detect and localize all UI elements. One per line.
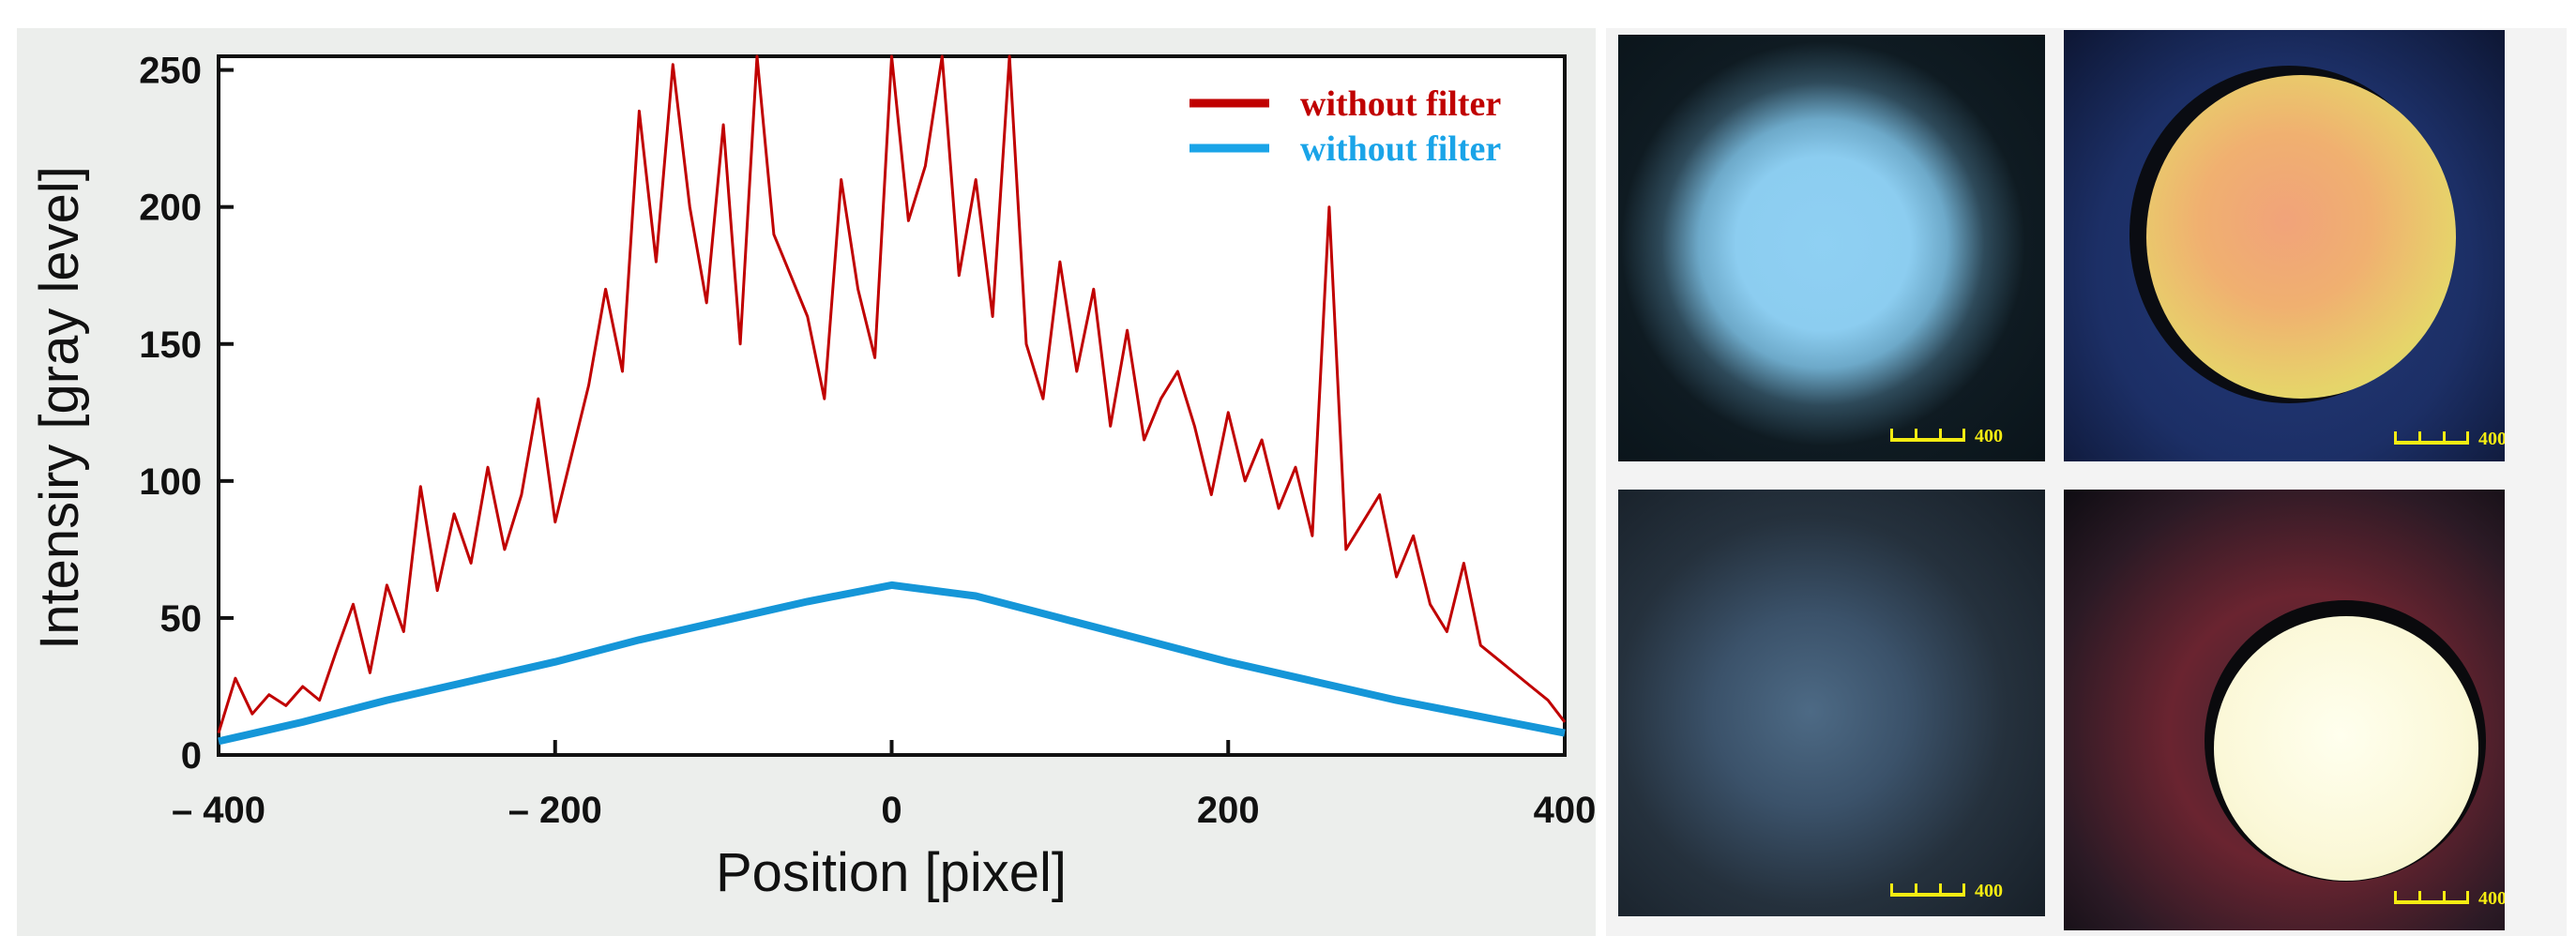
scale-label: 400 [1975, 881, 2003, 901]
x-tick-label: 400 [1534, 790, 1596, 831]
y-tick-label: 200 [139, 188, 202, 229]
scale-label: 400 [1975, 426, 2003, 446]
disc [2214, 616, 2478, 881]
axis-ticks [217, 68, 1567, 757]
x-tick-label: – 400 [172, 790, 265, 831]
intensity-chart: – 400 – 200 0 200 400 0 50 100 150 200 250 Positio… [29, 51, 1596, 903]
y-tick-label: 0 [181, 735, 202, 777]
series-line-blue [218, 581, 1566, 746]
legend-label-red: without filter [1300, 84, 1501, 124]
y-tick-label: 100 [139, 461, 202, 503]
tick-labels: – 400 – 200 0 200 400 0 50 100 150 200 250 [139, 51, 1596, 831]
disc [2146, 75, 2456, 399]
x-tick-label: 0 [881, 790, 902, 831]
x-tick-label: 200 [1197, 790, 1260, 831]
scale-label: 400 [2478, 429, 2505, 449]
y-tick-label: 50 [160, 598, 203, 640]
chart-panel: – 400 – 200 0 200 400 0 50 100 150 200 250 Positio… [17, 28, 1596, 936]
speckle-image-top: 400 [1618, 35, 2045, 461]
disc-image-top: 400 [2064, 30, 2505, 461]
disc-image-bottom: 400 [2064, 490, 2505, 930]
x-axis-title: Position [pixel] [716, 842, 1067, 903]
x-tick-label: – 200 [508, 790, 602, 831]
y-tick-label: 250 [139, 51, 202, 92]
blur-image-bottom: 400 [1618, 490, 2045, 916]
plot-area [217, 54, 1567, 757]
y-axis-title: Intensiry [gray level] [29, 166, 90, 650]
legend-label-blue: without filter [1300, 129, 1501, 169]
series-group [217, 54, 1567, 746]
scale-bar: 400 [1890, 426, 2040, 446]
scale-bar: 400 [2394, 429, 2505, 449]
scale-label: 400 [2478, 888, 2505, 909]
legend: without filter without filter [1190, 84, 1501, 169]
scale-bar: 400 [1890, 881, 2040, 901]
y-tick-label: 150 [139, 325, 202, 366]
series-line-red [217, 54, 1567, 734]
scale-bar: 400 [2394, 888, 2505, 909]
